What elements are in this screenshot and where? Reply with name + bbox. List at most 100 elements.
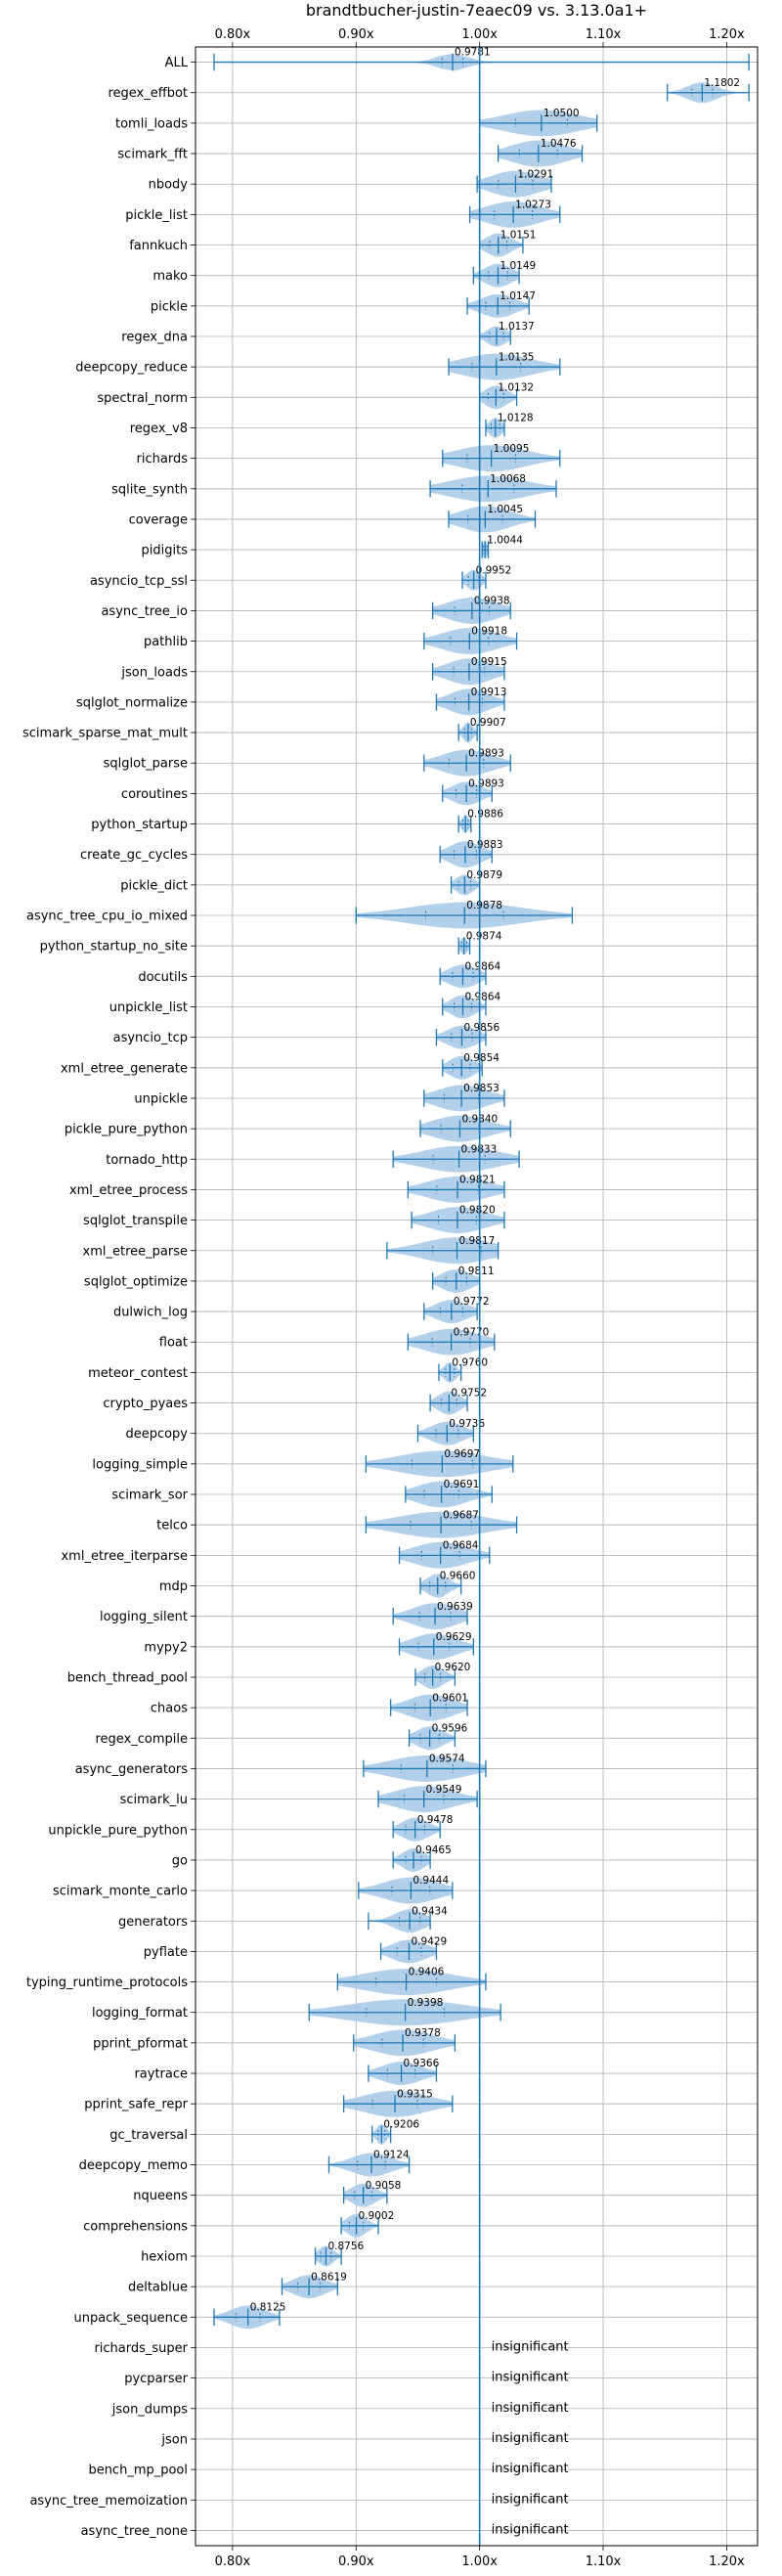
- value-label: 0.9752: [451, 1388, 487, 1399]
- row-label: unpickle_pure_python: [48, 1823, 188, 1838]
- x-tick-label-bottom: 0.80x: [215, 2554, 251, 2569]
- row-label: tomli_loads: [115, 116, 188, 131]
- row-label: deepcopy_memo: [79, 2158, 188, 2173]
- row-label: crypto_pyaes: [103, 1397, 188, 1411]
- row-label: comprehensions: [83, 2219, 188, 2234]
- row-label: bench_thread_pool: [67, 1670, 188, 1685]
- value-label: 0.9434: [412, 1905, 448, 1917]
- row-label: xml_etree_iterparse: [61, 1549, 188, 1564]
- row-label: scimark_lu: [120, 1793, 188, 1807]
- value-label: 0.9952: [476, 564, 512, 576]
- row-label: unpickle: [134, 1091, 188, 1106]
- value-label: 0.9691: [444, 1479, 480, 1490]
- x-tick-label-top: 0.90x: [338, 27, 374, 42]
- value-label: 0.9406: [409, 1967, 445, 1978]
- row-label: sqlglot_optimize: [84, 1274, 188, 1289]
- value-label: 0.9687: [443, 1509, 479, 1521]
- value-label: 1.0068: [490, 473, 526, 485]
- row-label: unpickle_list: [109, 1000, 188, 1015]
- insignificant-label: insignificant: [492, 2401, 569, 2416]
- value-label: 0.9601: [432, 1692, 468, 1704]
- value-label: 0.9879: [466, 869, 502, 881]
- row-label: async_tree_memoization: [29, 2494, 188, 2509]
- row-label: logging_format: [92, 2006, 188, 2021]
- row-label: spectral_norm: [97, 391, 188, 406]
- value-label: 0.8125: [250, 2301, 286, 2313]
- insignificant-label: insignificant: [492, 2339, 569, 2354]
- row-label: sqlglot_normalize: [76, 695, 188, 710]
- row-label: pickle: [151, 299, 188, 314]
- value-label: 0.9886: [467, 809, 503, 821]
- row-label: chaos: [151, 1702, 188, 1716]
- row-label: deepcopy_reduce: [75, 361, 188, 376]
- insignificant-label: insignificant: [492, 2371, 569, 2385]
- row-label: mdp: [159, 1579, 188, 1594]
- row-label: mako: [152, 269, 188, 284]
- value-label: 1.0128: [498, 413, 534, 424]
- value-label: 0.9878: [466, 900, 502, 911]
- value-label: 1.0151: [500, 230, 537, 242]
- row-label: go: [172, 1853, 188, 1868]
- row-label: tornado_http: [106, 1153, 188, 1168]
- value-label: 0.9058: [366, 2180, 402, 2192]
- row-label: sqlite_synth: [111, 482, 188, 497]
- x-tick-label-bottom: 1.00x: [461, 2554, 498, 2569]
- row-label: asyncio_tcp: [113, 1031, 188, 1045]
- row-label: pickle_dict: [120, 878, 188, 893]
- value-label: 1.0147: [500, 290, 536, 302]
- row-label: scimark_monte_carlo: [53, 1885, 188, 1899]
- value-label: 0.9620: [435, 1662, 471, 1673]
- row-label: deltablue: [128, 2281, 188, 2295]
- insignificant-label: insignificant: [492, 2431, 569, 2446]
- value-label: 1.0137: [499, 321, 535, 333]
- value-label: 0.9781: [455, 47, 491, 59]
- row-label: async_tree_io: [101, 604, 188, 619]
- row-label: async_tree_cpu_io_mixed: [26, 910, 188, 924]
- x-tick-label-bottom: 0.90x: [338, 2554, 374, 2569]
- value-label: 0.9893: [468, 778, 504, 790]
- row-label: xml_etree_parse: [83, 1244, 188, 1259]
- row-label: pathlib: [144, 635, 188, 649]
- value-label: 1.0095: [494, 443, 530, 455]
- value-label: 0.9907: [470, 717, 506, 729]
- value-label: 1.0273: [515, 200, 551, 211]
- value-label: 0.9864: [464, 992, 500, 1003]
- value-label: 0.9883: [467, 839, 503, 851]
- value-label: 0.9444: [413, 1875, 449, 1887]
- value-label: 0.9660: [440, 1571, 476, 1582]
- x-tick-label-bottom: 1.10x: [586, 2554, 622, 2569]
- row-label: nqueens: [133, 2189, 188, 2203]
- value-label: 0.9817: [459, 1235, 496, 1247]
- row-label: regex_v8: [130, 422, 188, 436]
- value-label: 0.9398: [408, 1997, 444, 2009]
- x-tick-label-top: 0.80x: [215, 27, 251, 42]
- value-label: 0.9429: [412, 1936, 448, 1948]
- value-label: 0.9820: [459, 1205, 496, 1217]
- value-label: 0.9772: [454, 1296, 490, 1308]
- row-label: json_dumps: [111, 2402, 188, 2417]
- value-label: 1.0045: [487, 504, 523, 515]
- insignificant-label: insignificant: [492, 2522, 569, 2537]
- row-label: xml_etree_generate: [61, 1061, 188, 1076]
- row-label: ALL: [165, 56, 189, 70]
- row-label: float: [159, 1336, 188, 1351]
- value-label: 0.9124: [373, 2150, 410, 2161]
- row-label: regex_dna: [121, 331, 188, 345]
- row-label: pickle_list: [125, 208, 188, 223]
- value-label: 1.0149: [500, 260, 536, 272]
- row-label: xml_etree_process: [69, 1183, 188, 1198]
- row-label: richards_super: [94, 2341, 188, 2356]
- value-label: 0.9639: [437, 1601, 473, 1613]
- row-label: pycparser: [124, 2372, 188, 2386]
- value-label: 0.9465: [415, 1844, 452, 1856]
- value-label: 1.0044: [487, 534, 523, 546]
- value-label: 0.9315: [397, 2088, 433, 2100]
- value-label: 0.9596: [432, 1722, 468, 1734]
- value-label: 0.9821: [459, 1175, 496, 1186]
- value-label: 0.9002: [359, 2210, 395, 2222]
- row-label: gc_traversal: [109, 2128, 188, 2143]
- row-label: coroutines: [121, 787, 188, 802]
- row-label: fannkuch: [129, 239, 188, 253]
- value-label: 0.9206: [383, 2119, 419, 2131]
